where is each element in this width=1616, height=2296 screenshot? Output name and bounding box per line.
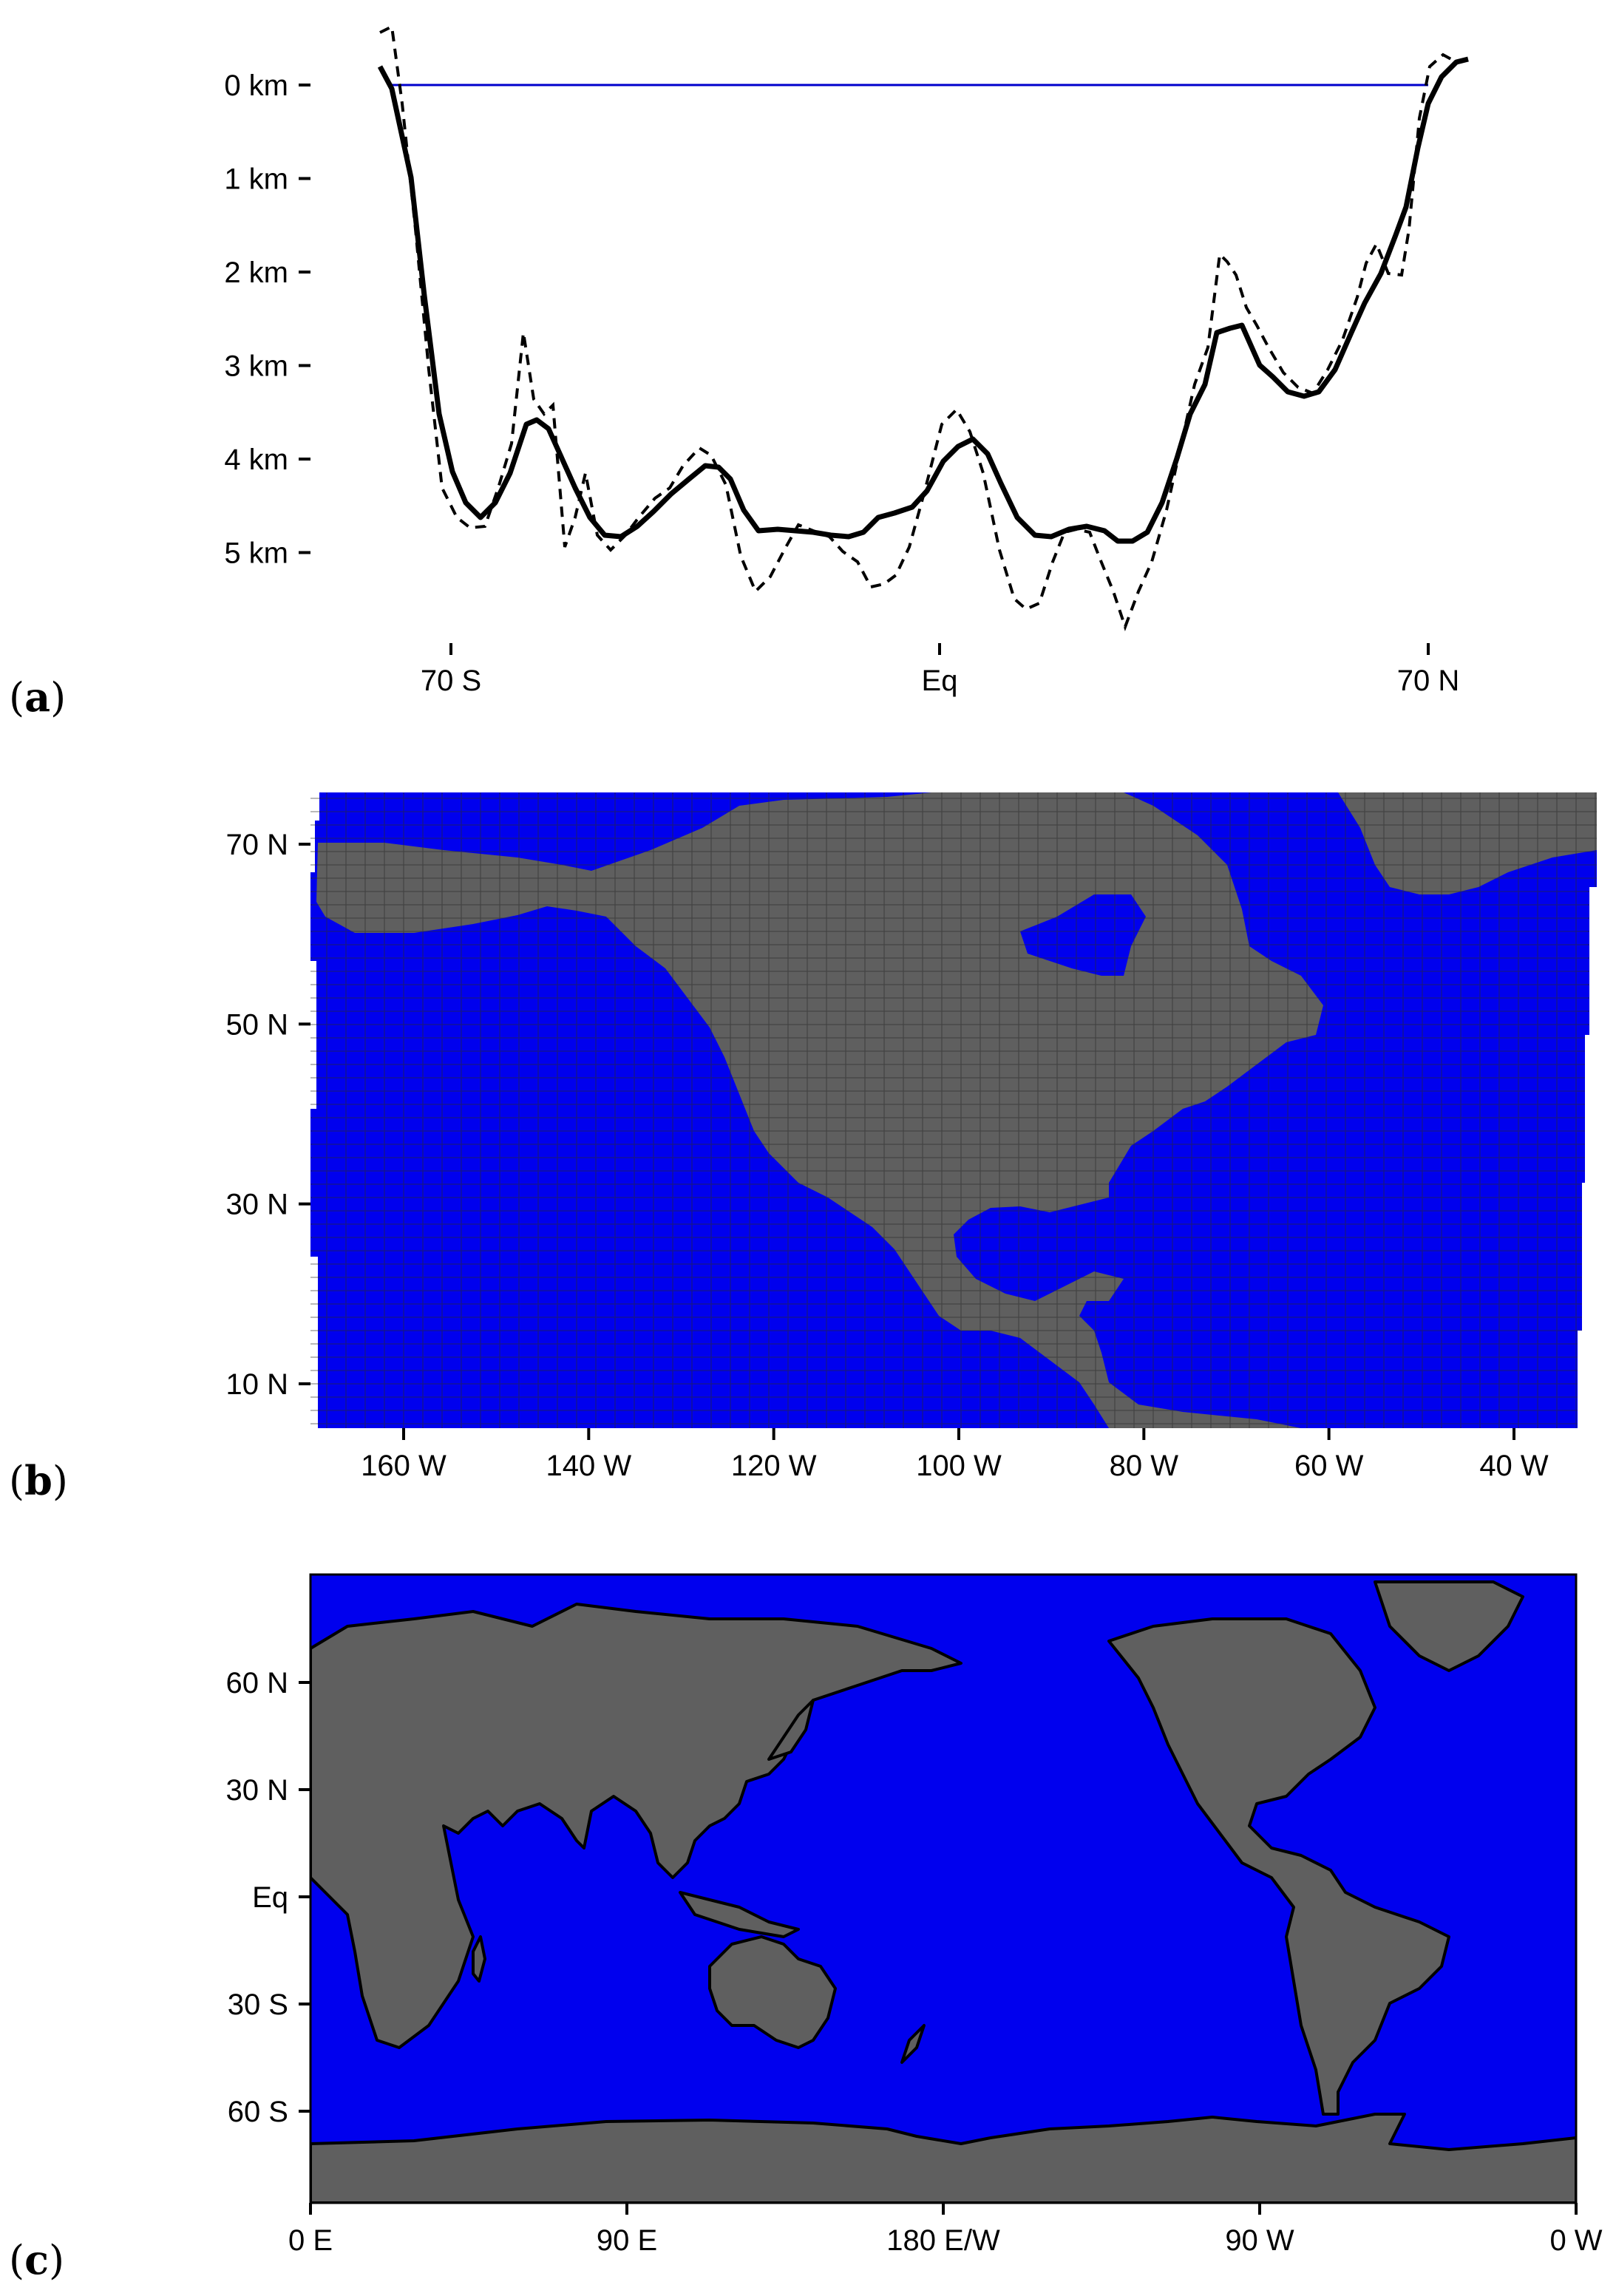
panel-b-x-axis: 160 W 140 W 120 W 100 W 80 W 60 W 40 W [361,1428,1549,1482]
x-tick-label: 70 S [421,665,481,697]
x-tick-label: 0 W [1549,2224,1602,2257]
antarctica [310,2113,1576,2203]
y-tick-label: Eq [252,1881,288,1914]
australia [708,1935,837,2049]
panel-a-depth-profile: 0 km 1 km 2 km 3 km 4 km 5 km 70 S Eq 70 N (a) [9,24,1469,721]
profile-solid-line [377,56,1469,544]
y-tick-label: 2 km [224,257,288,289]
indonesia [679,1891,800,1938]
japan [767,1699,815,1761]
panel-a-y-axis: 0 km 1 km 2 km 3 km 4 km 5 km [224,69,310,570]
y-tick-label: 60 S [228,2096,288,2128]
americas [1107,1617,1450,2116]
y-tick-label: 50 N [226,1008,289,1041]
new-zealand [900,2024,926,2064]
y-tick-label: 30 N [226,1189,289,1221]
y-tick-label: 4 km [224,444,288,476]
x-tick-label: 60 W [1294,1450,1364,1482]
y-tick-label: 3 km [224,350,288,383]
y-tick-label: 30 N [226,1774,289,1807]
y-tick-label: 30 S [228,1988,288,2021]
panel-c-label: (c) [9,2236,64,2283]
grid-overlay [310,792,1597,1428]
x-tick-label: 120 W [731,1450,817,1482]
panel-c-x-axis: 0 E 90 E 180 E/W 90 W 0 W [288,2203,1603,2257]
panel-c-global-map: 60 N 30 N Eq 30 S 60 S 0 E 90 E 180 E/W 90 W 0 W… [9,1573,1603,2283]
panel-b-north-america-grid: 70 N 50 N 30 N 10 N 160 W 140 W 120 W 100 W 80 … [9,792,1597,1504]
x-tick-label: 160 W [361,1450,447,1482]
y-tick-label: 60 N [226,1667,289,1699]
panel-c-y-axis: 60 N 30 N Eq 30 S 60 S [226,1667,310,2128]
x-tick-label: 40 W [1479,1450,1549,1482]
panel-b-y-axis: 70 N 50 N 30 N 10 N [226,829,310,1401]
panel-b-label: (b) [9,1457,68,1504]
panel-a-x-axis: 70 S Eq 70 N [421,643,1459,697]
x-tick-label: 90 W [1225,2224,1294,2257]
x-tick-label: Eq [922,665,958,697]
x-tick-label: 180 E/W [886,2224,1000,2257]
y-tick-label: 0 km [224,69,288,102]
x-tick-label: 100 W [916,1450,1002,1482]
y-tick-label: 10 N [226,1368,289,1401]
grid-edge-right [1578,792,1597,1428]
y-tick-label: 1 km [224,163,288,196]
x-tick-label: 90 E [597,2224,657,2257]
profile-dashed-line [379,24,1457,631]
continents [310,1580,1576,2203]
x-tick-label: 140 W [546,1450,632,1482]
x-tick-label: 0 E [288,2224,333,2257]
greenland [1374,1580,1524,1672]
madagascar [472,1935,486,1983]
x-tick-label: 70 N [1397,665,1460,697]
panel-a-label: (a) [9,673,66,721]
x-tick-label: 80 W [1110,1450,1179,1482]
y-tick-label: 70 N [226,829,289,861]
y-tick-label: 5 km [224,537,288,570]
